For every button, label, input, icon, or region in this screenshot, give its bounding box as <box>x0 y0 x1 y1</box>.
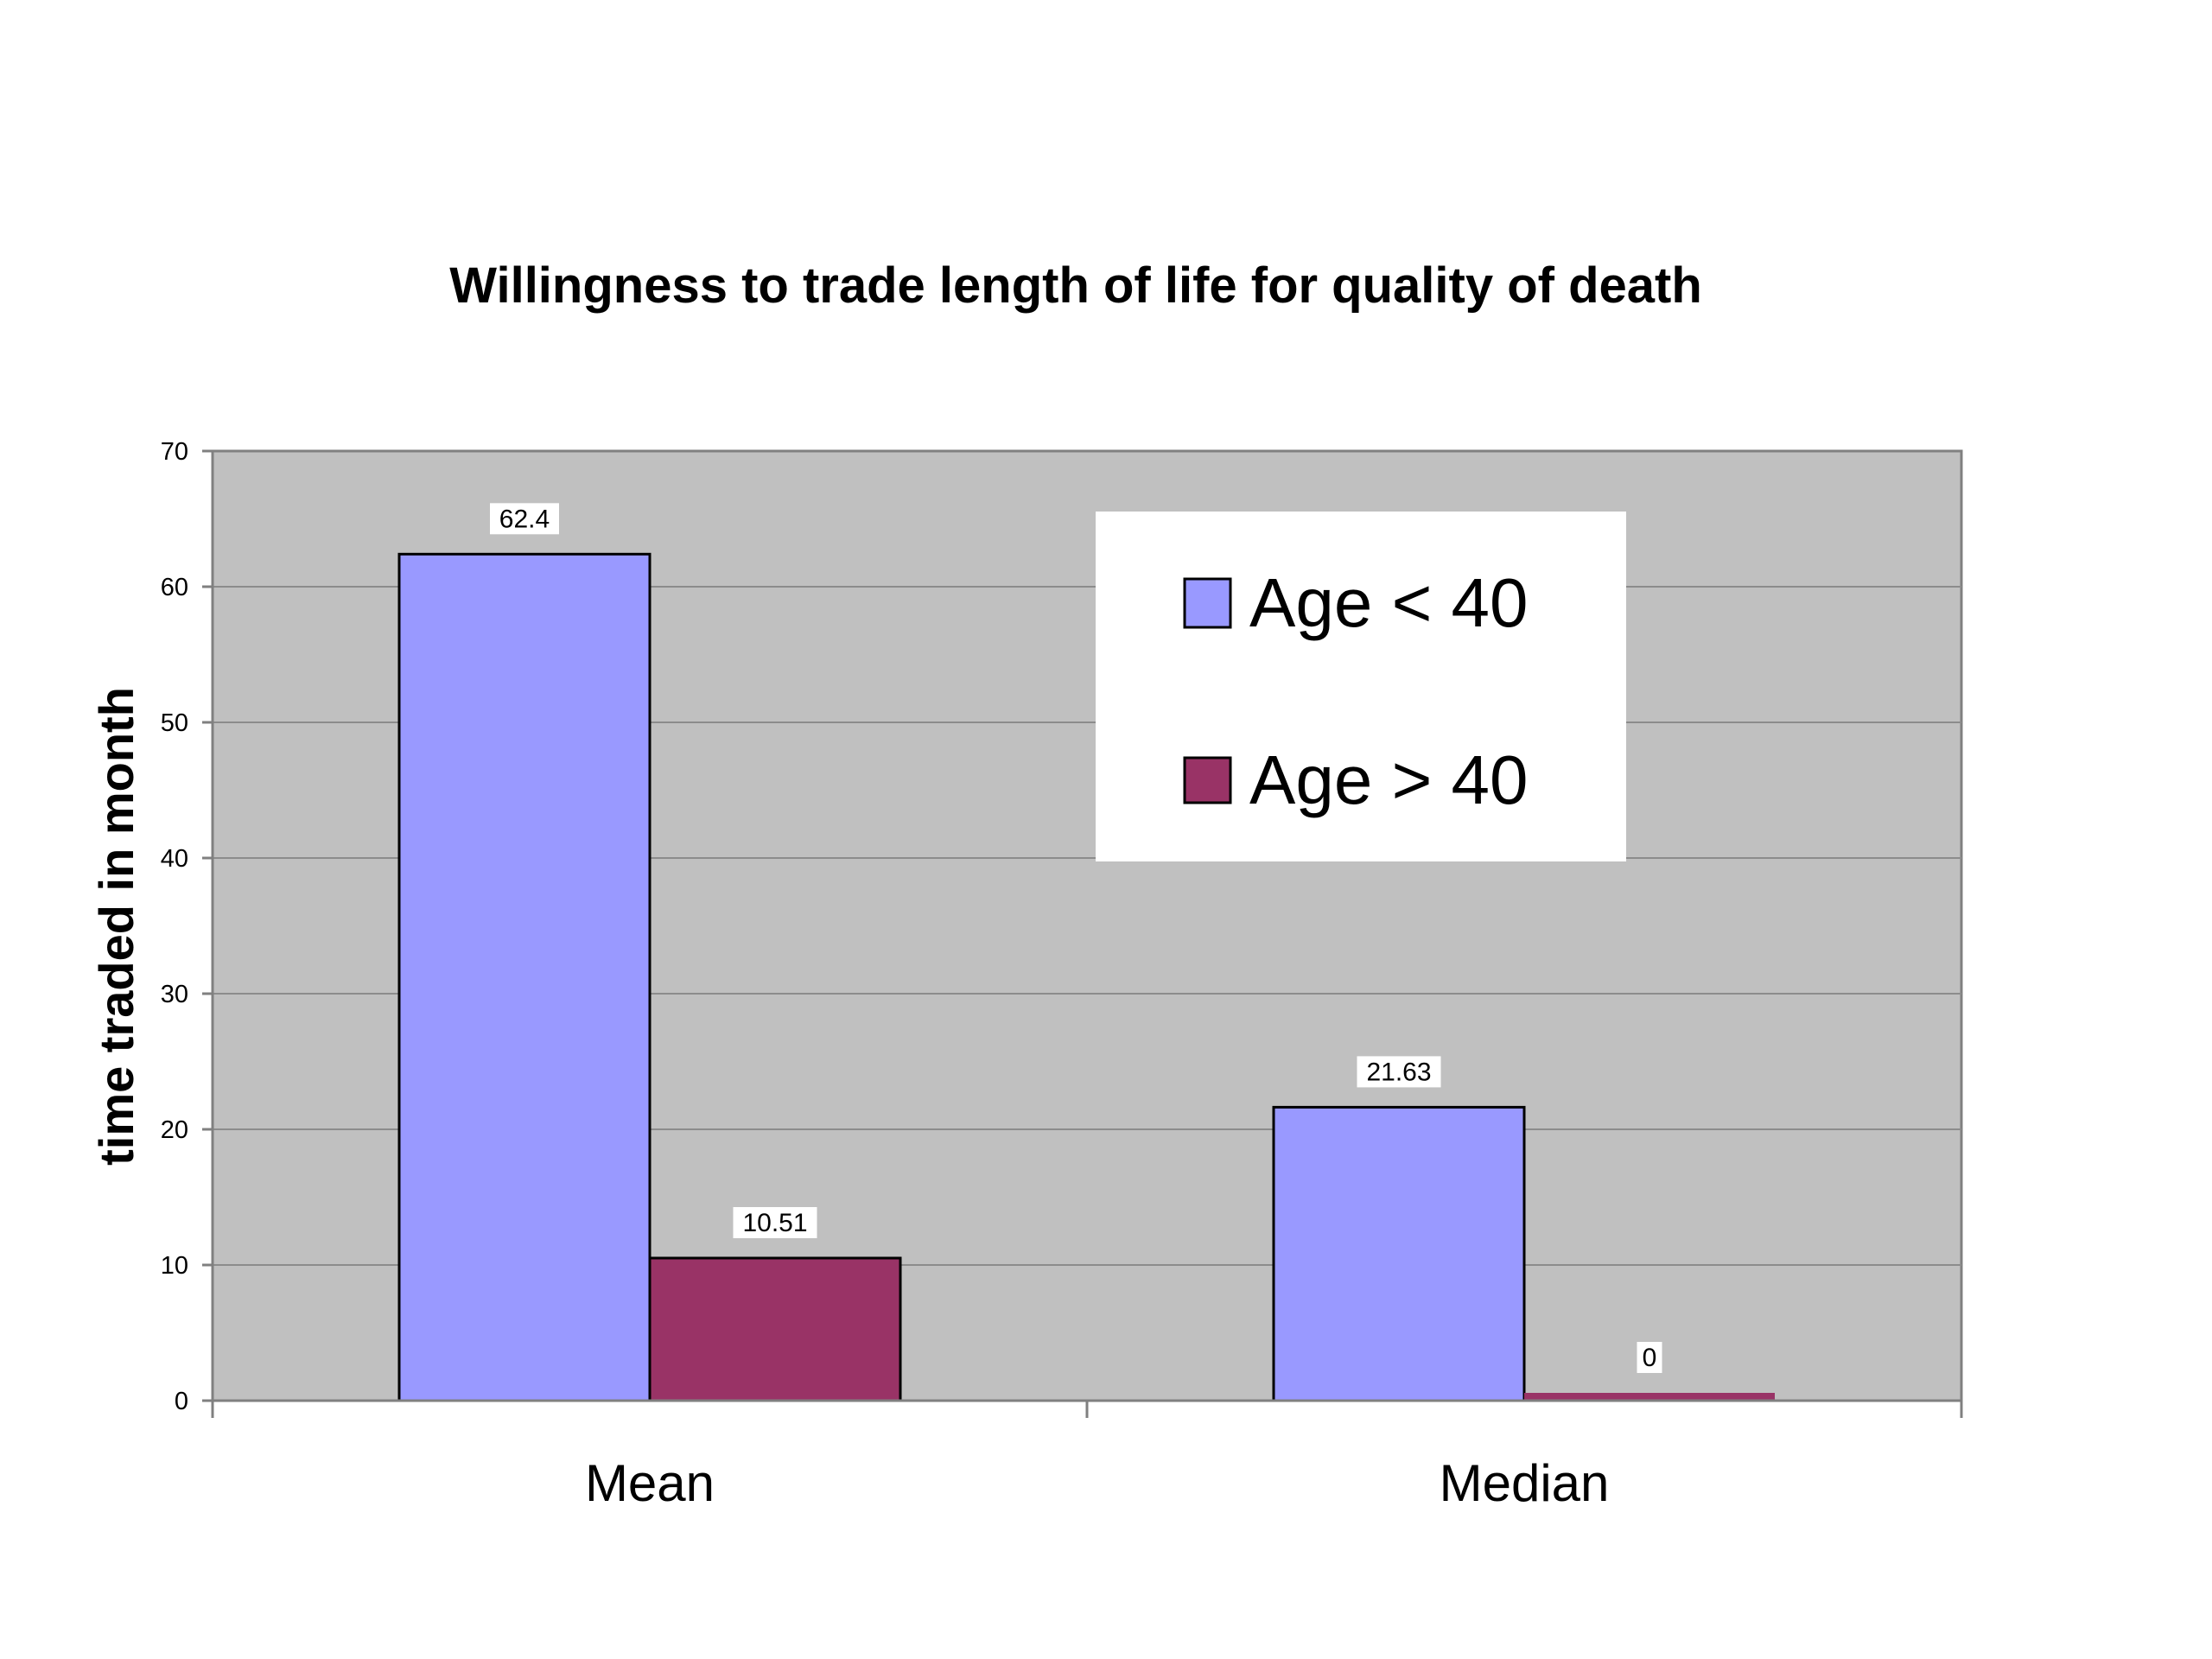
bars <box>397 552 1775 1402</box>
bar-age-over-40-median <box>1524 1393 1775 1401</box>
data-labels: 62.4 10.51 21.63 0 <box>490 503 1662 1373</box>
x-axis-ticks: Mean Median <box>211 1401 1963 1512</box>
bar-age-over-40-mean <box>648 1256 902 1402</box>
y-tick-label: 70 <box>161 438 188 466</box>
data-label: 21.63 <box>1366 1058 1431 1086</box>
bar-age-under-40-mean <box>397 552 652 1402</box>
legend-label-age-over-40: Age > 40 <box>1249 741 1529 818</box>
y-tick-label: 50 <box>161 709 188 737</box>
x-tick-label-median: Median <box>1440 1454 1610 1512</box>
legend: Age < 40 Age > 40 <box>1096 512 1626 861</box>
y-axis-label: time traded in month <box>89 687 143 1166</box>
y-tick-label: 20 <box>161 1116 188 1144</box>
y-tick-label: 40 <box>161 845 188 873</box>
y-tick-label: 10 <box>161 1252 188 1280</box>
data-label-background <box>1357 1056 1441 1088</box>
y-axis-ticks: 0 10 20 30 40 50 60 70 <box>161 438 213 1415</box>
chart-title: Willingness to trade length of life for … <box>449 257 1702 314</box>
data-label-background <box>1637 1342 1662 1373</box>
legend-label-age-under-40: Age < 40 <box>1249 564 1529 641</box>
data-label-background <box>733 1206 817 1238</box>
legend-swatch-age-over-40 <box>1183 756 1232 804</box>
data-label: 0 <box>1643 1344 1657 1372</box>
y-tick-label: 60 <box>161 574 188 601</box>
y-tick-label: 30 <box>161 981 188 1008</box>
data-label-background <box>490 503 559 535</box>
x-tick-label-mean: Mean <box>585 1454 715 1512</box>
data-label: 62.4 <box>499 505 550 533</box>
y-tick-label: 0 <box>175 1388 188 1415</box>
bar-age-under-40-median <box>1272 1105 1526 1402</box>
data-label: 10.51 <box>742 1209 807 1237</box>
legend-swatch-age-under-40 <box>1183 577 1232 629</box>
